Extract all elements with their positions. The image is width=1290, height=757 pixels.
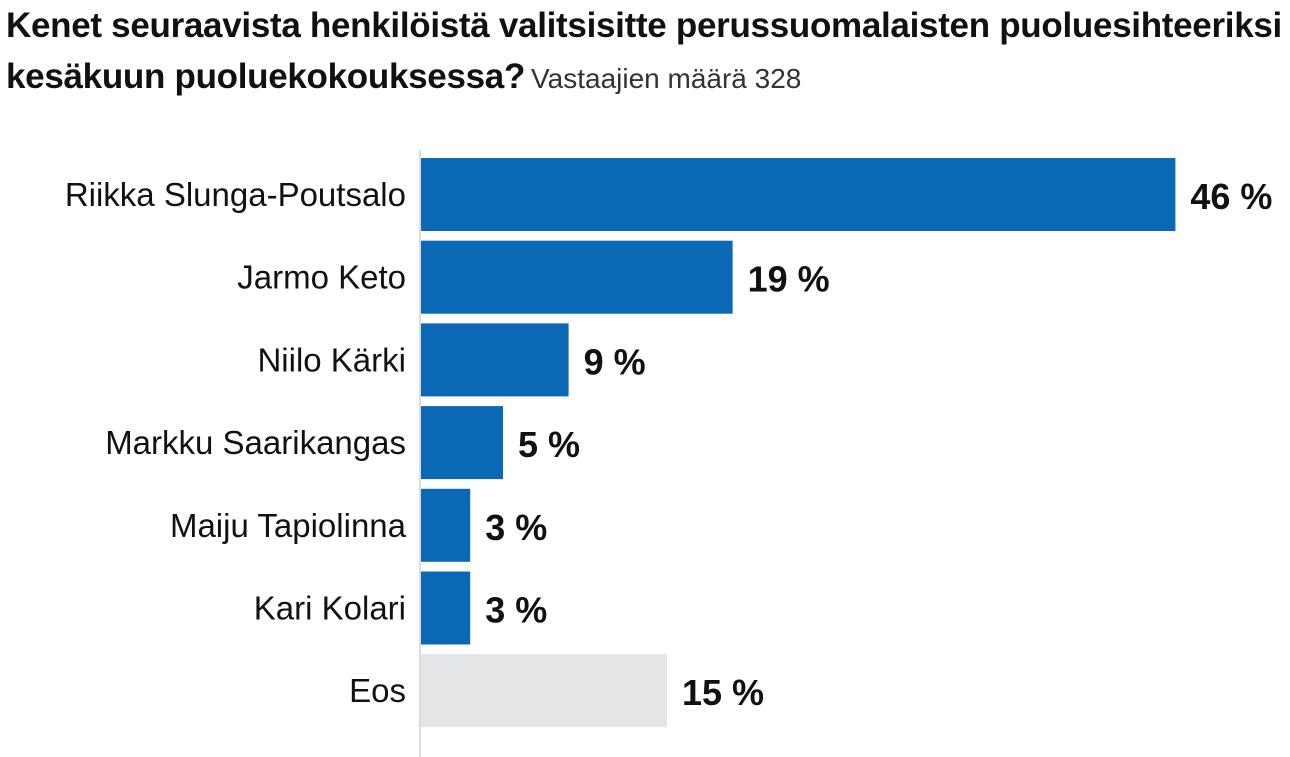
chart-title: Kenet seuraavista henkilöistä valitsisit… <box>6 6 1282 96</box>
category-label: Eos <box>349 672 406 709</box>
value-label: 9 % <box>584 341 646 382</box>
value-label: 46 % <box>1190 176 1272 217</box>
bar <box>421 488 471 562</box>
category-label: Jarmo Keto <box>237 259 406 296</box>
category-label: Riikka Slunga-Poutsalo <box>65 176 406 213</box>
value-label: 15 % <box>682 672 764 713</box>
bar <box>421 654 667 728</box>
bar <box>421 406 503 480</box>
bar <box>421 323 569 397</box>
value-label: 5 % <box>518 424 580 465</box>
bar <box>421 240 733 314</box>
category-label: Markku Saarikangas <box>105 424 406 461</box>
value-label: 3 % <box>485 590 547 631</box>
value-label: 19 % <box>748 259 830 300</box>
category-label: Kari Kolari <box>254 590 406 627</box>
bar <box>421 158 1176 231</box>
bar <box>421 571 471 645</box>
chart-title-block: Kenet seuraavista henkilöistä valitsisit… <box>6 4 1286 106</box>
category-label: Niilo Kärki <box>257 341 406 378</box>
value-label: 3 % <box>485 507 547 548</box>
chart-subtitle: Vastaajien määrä 328 <box>531 63 802 94</box>
category-label: Maiju Tapiolinna <box>170 507 407 544</box>
